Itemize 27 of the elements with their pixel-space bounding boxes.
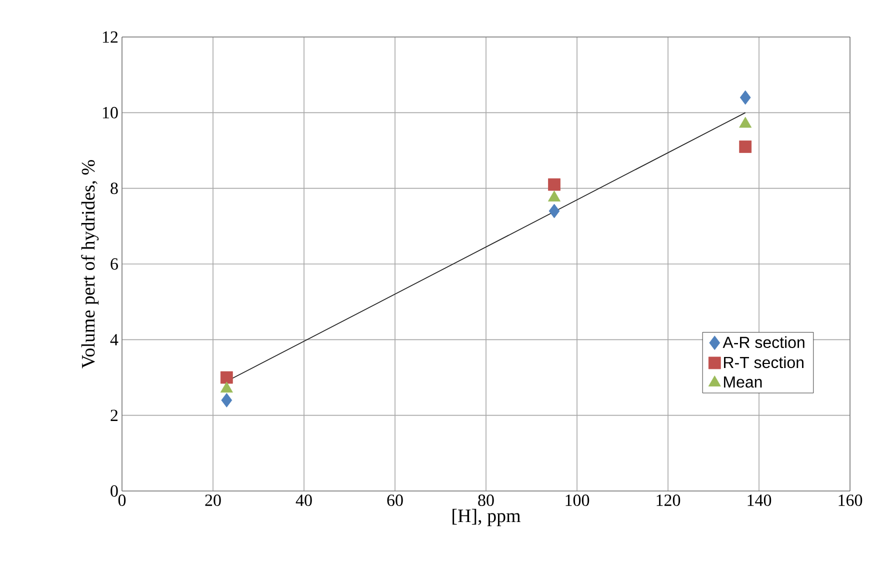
x-tick-label: 0 [118, 494, 126, 506]
x-tick-label: 100 [566, 494, 590, 506]
y-tick-label: 8 [110, 182, 118, 194]
y-tick-label: 6 [110, 258, 118, 270]
y-tick-label: 12 [102, 31, 118, 43]
legend-label: A-R section [722, 336, 804, 348]
x-tick-label: 40 [296, 494, 312, 506]
point [548, 204, 560, 218]
x-tick-label: 160 [838, 494, 862, 506]
x-axis-title: [H], ppm [452, 508, 521, 526]
x-tick-label: 20 [205, 494, 221, 506]
legend-label: R-T section [724, 356, 804, 368]
legend-label: Mean [724, 376, 762, 388]
y-tick-label: 4 [110, 334, 118, 346]
x-tick-label: 120 [656, 494, 680, 506]
x-tick-label: 60 [387, 494, 403, 506]
y-tick-label: 0 [110, 485, 118, 497]
y-tick-label: 2 [110, 410, 118, 421]
x-tick-label: 80 [478, 494, 494, 506]
y-tick-label: 10 [102, 106, 118, 118]
point [548, 178, 560, 191]
point [739, 140, 752, 153]
point [221, 393, 232, 408]
y-axis-title: Volume pert of hydrides, % [81, 160, 99, 368]
point [740, 90, 751, 105]
point [220, 371, 233, 384]
x-tick-label: 140 [748, 494, 772, 506]
